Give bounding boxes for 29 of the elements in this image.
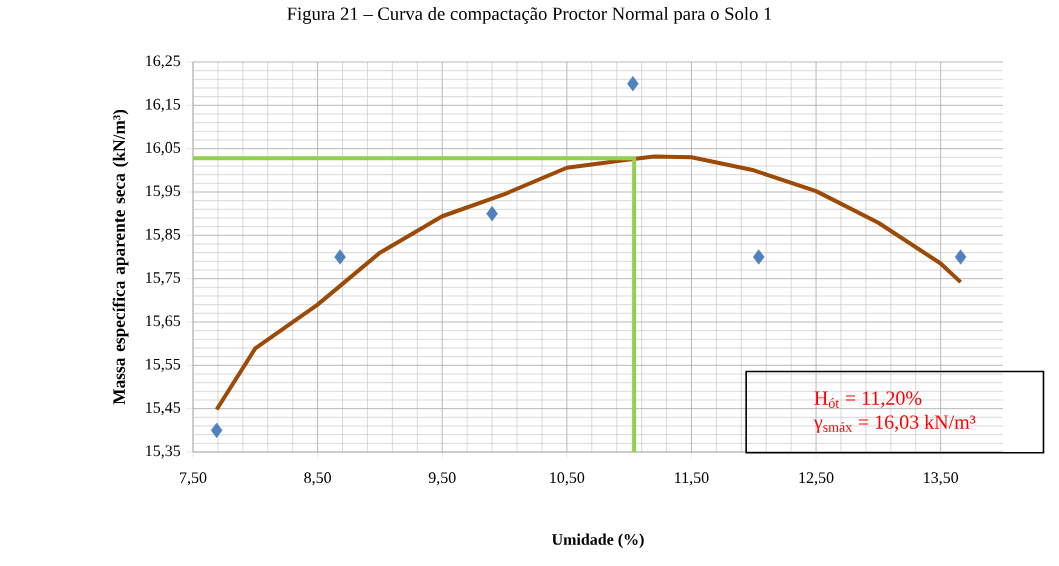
annotation: γ$_{smáx}$ = 16,03 kN/m³	[813, 414, 976, 433]
x-tick-label: 13,50	[924, 472, 959, 486]
y-tick-label: 16,25	[146, 55, 181, 69]
annotation: H$_{ót}$ = 11,20%	[814, 391, 922, 408]
x-tick-label: 12,50	[799, 472, 834, 486]
x-tick-label: 10,50	[550, 472, 585, 486]
point	[486, 206, 498, 222]
y-tick-label: 16,05	[146, 142, 181, 156]
line-series	[214, 154, 963, 412]
y-tick-label: 15,75	[146, 272, 181, 286]
point	[334, 249, 346, 265]
y-tick-label: 15,85	[146, 228, 181, 242]
y-axis-title: Massa específica aparente seca (kN/m³)	[112, 109, 129, 405]
y-tick-label: 15,65	[146, 315, 181, 329]
y-tick-label: 15,55	[146, 358, 181, 372]
chart-title: Figura 21 – Curva de compactação Proctor Normal para o Solo 1	[287, 6, 772, 24]
x-tick-label: 9,50	[428, 472, 456, 486]
x-tick-label: 11,50	[675, 472, 709, 486]
y-tick-label: 15,95	[146, 185, 181, 199]
y-tick-label: 16,15	[146, 98, 181, 112]
point	[627, 76, 639, 92]
y-tick-label: 15,35	[146, 445, 181, 459]
x-axis-title: Umidade (%)	[551, 533, 644, 549]
y-tick-label: 15,45	[146, 402, 181, 416]
point	[210, 422, 223, 438]
point	[954, 249, 967, 265]
x-tick-label: 7,50	[180, 472, 207, 486]
x-tick-label: 8,50	[304, 472, 331, 486]
point	[752, 249, 765, 265]
